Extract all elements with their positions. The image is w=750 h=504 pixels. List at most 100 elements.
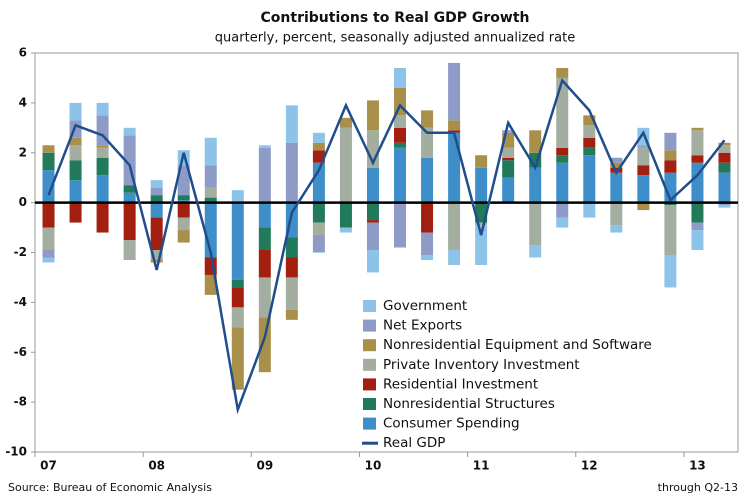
bar-segment xyxy=(231,307,244,328)
bar-segment xyxy=(394,147,407,203)
bar-segment xyxy=(150,180,163,188)
bar-segment xyxy=(366,202,379,221)
bar-segment xyxy=(556,77,569,148)
bar-segment xyxy=(150,250,163,260)
legend-swatch xyxy=(363,378,376,391)
bar-segment xyxy=(42,202,55,228)
bar-segment xyxy=(366,250,379,273)
bar-segment xyxy=(150,259,163,263)
bar-segment xyxy=(312,235,325,253)
y-tick-label: 4 xyxy=(19,95,27,109)
x-tick-label: 10 xyxy=(365,459,382,473)
bar-segment xyxy=(691,222,704,231)
bar-segment xyxy=(258,250,271,278)
legend-label: Real GDP xyxy=(383,435,445,451)
bar-segment xyxy=(691,130,704,156)
bar-segment xyxy=(556,162,569,203)
bar-segment xyxy=(177,230,190,243)
bar-segment xyxy=(96,202,109,233)
bar-segment xyxy=(123,185,136,193)
bar-segment xyxy=(664,160,677,173)
bar-segment xyxy=(664,132,677,151)
bar-segment xyxy=(610,225,623,233)
bar-segment xyxy=(42,227,55,251)
bar-segment xyxy=(339,227,352,233)
bar-segment xyxy=(583,137,596,148)
bar-segment xyxy=(664,254,677,288)
bar-segment xyxy=(285,309,298,320)
legend-label: Residential Investment xyxy=(383,376,538,392)
bar-segment xyxy=(258,317,271,373)
bar-segment xyxy=(204,187,217,198)
legend-swatch xyxy=(363,339,376,352)
bar-segment xyxy=(150,202,163,218)
bar-segment xyxy=(421,110,434,128)
bar-segment xyxy=(231,327,244,390)
source: Source: Bureau of Economic Analysis xyxy=(8,481,212,494)
bar-segment xyxy=(96,102,109,116)
bar-segment xyxy=(231,190,244,203)
note: through Q2-13 xyxy=(658,481,738,494)
bar-segment xyxy=(556,155,569,163)
bar-segment xyxy=(42,145,55,153)
bar-segment xyxy=(637,165,650,176)
bar-segment xyxy=(637,202,650,211)
bar-segment xyxy=(583,155,596,203)
bar-segment xyxy=(691,127,704,131)
bar-segment xyxy=(177,202,190,218)
bar-segment xyxy=(421,232,434,255)
bar-segment xyxy=(69,180,82,203)
bar-segment xyxy=(123,192,136,203)
bar-segment xyxy=(231,287,244,308)
x-tick-label: 12 xyxy=(581,459,598,473)
bar-segment xyxy=(366,167,379,203)
bar-segment xyxy=(610,172,623,203)
bar-segment xyxy=(366,222,379,251)
bar-segment xyxy=(312,142,325,151)
bar-segment xyxy=(96,145,109,148)
bar-segment xyxy=(421,254,434,260)
gdp-line xyxy=(47,77,726,415)
bar-segment xyxy=(583,202,596,218)
bar-segment xyxy=(204,137,217,166)
bar-segment xyxy=(556,67,569,78)
y-tick-label: 6 xyxy=(19,46,27,60)
bar-segment xyxy=(502,130,515,133)
x-tick-label: 07 xyxy=(40,459,57,473)
bar-segment xyxy=(204,165,217,188)
bar-segment xyxy=(312,202,325,223)
bar-segment xyxy=(285,142,298,203)
bar-segment xyxy=(421,202,434,233)
y-tick-label: -2 xyxy=(14,245,27,259)
legend-label: Nonresidential Structures xyxy=(383,396,555,412)
bar-segment xyxy=(42,250,55,258)
bar-segment xyxy=(312,222,325,236)
bar-segment xyxy=(394,202,407,248)
bar-segment xyxy=(718,172,731,203)
bar-segment xyxy=(718,142,731,146)
bar-segment xyxy=(339,202,352,228)
bar-segment xyxy=(96,175,109,203)
bar-segment xyxy=(502,160,515,178)
bar-segment xyxy=(529,245,542,258)
x-tick-label: 08 xyxy=(148,459,165,473)
x-tick-label: 09 xyxy=(256,459,273,473)
bar-segment xyxy=(258,202,271,228)
bar-segment xyxy=(394,67,407,88)
bar-segment xyxy=(177,217,190,231)
bar-segment xyxy=(691,230,704,251)
bar-segment xyxy=(664,205,677,255)
bar-segment xyxy=(69,145,82,161)
bar-segment xyxy=(421,127,434,158)
bar-segment xyxy=(637,147,650,166)
bar-segment xyxy=(610,162,623,168)
bar-segment xyxy=(150,195,163,203)
y-tick-label: 2 xyxy=(19,145,27,159)
chart-title: Contributions to Real GDP Growth xyxy=(261,10,530,26)
bar-segment xyxy=(177,165,190,196)
bar-segment xyxy=(285,105,298,143)
bar-segment xyxy=(339,127,352,203)
chart-subtitle: quarterly, percent, seasonally adjusted … xyxy=(215,31,575,46)
bar-segment xyxy=(312,132,325,143)
